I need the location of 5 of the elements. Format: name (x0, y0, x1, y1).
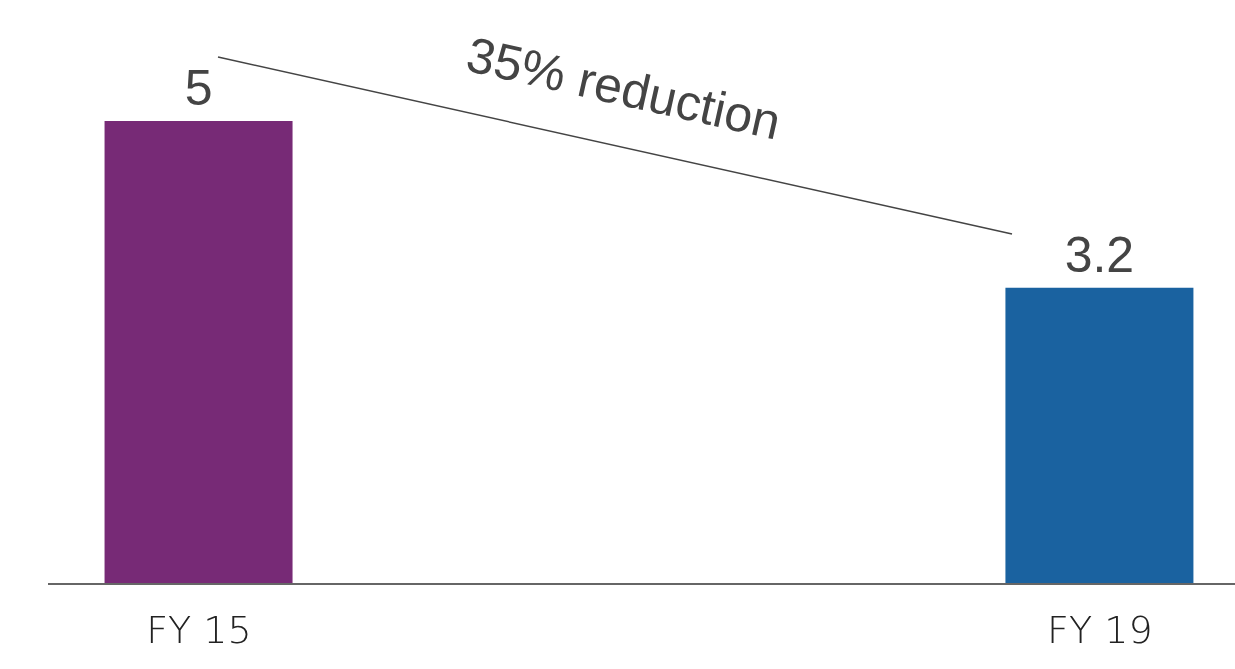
x-tick-label: FY 15 (146, 607, 252, 652)
annotation: 35% reduction (461, 26, 786, 151)
data-label: 3.2 (1064, 226, 1135, 283)
data-label: 5 (184, 60, 213, 116)
x-tick-label: FY 19 (1047, 607, 1153, 652)
